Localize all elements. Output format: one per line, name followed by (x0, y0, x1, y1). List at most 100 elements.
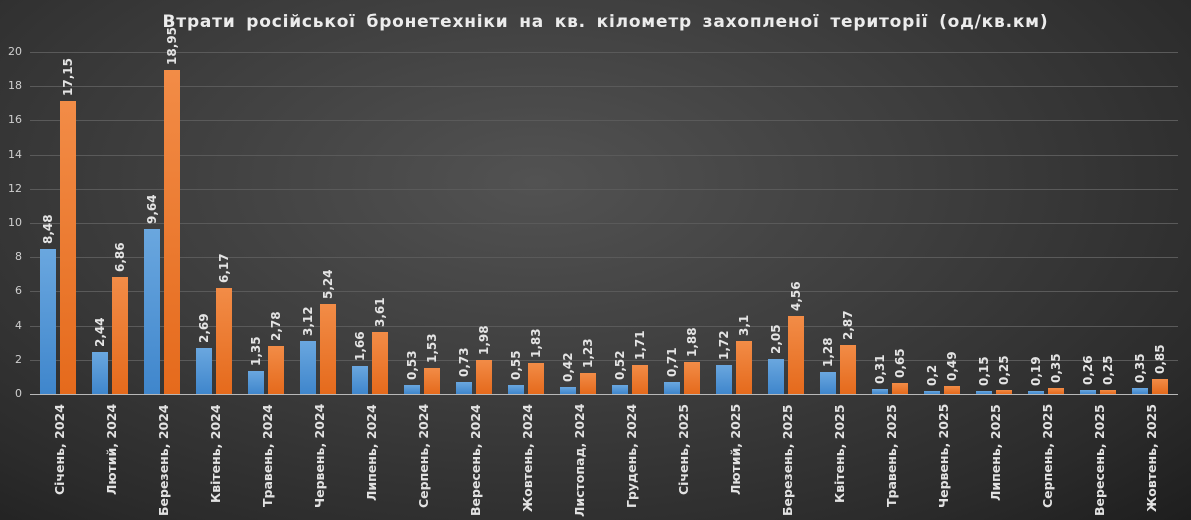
bar-blue (1132, 388, 1148, 394)
data-label: 0,65 (893, 348, 907, 378)
x-tick-label: Серпень, 2024 (416, 403, 431, 508)
bar-orange (268, 346, 284, 394)
bar-orange (684, 361, 700, 394)
gridline (30, 257, 1178, 259)
y-tick-label: 0 (15, 387, 22, 400)
data-label: 1,35 (249, 336, 263, 366)
x-tick-label: Лютий, 2024 (104, 403, 119, 495)
data-label: 2,87 (841, 310, 855, 340)
gridline (30, 120, 1178, 122)
bar-blue (1028, 390, 1044, 394)
bar-orange (944, 385, 960, 394)
data-label: 0,25 (997, 355, 1011, 385)
data-label: 6,86 (113, 242, 127, 272)
data-label: 1,66 (353, 331, 367, 361)
x-tick-label: Червень, 2024 (312, 403, 327, 508)
x-tick-label: Січень, 2024 (52, 404, 67, 495)
data-label: 0,35 (1049, 353, 1063, 383)
bar-blue (976, 391, 992, 394)
bar-orange (840, 344, 856, 394)
data-label: 3,61 (373, 297, 387, 328)
x-tick-label: Грудень, 2024 (624, 403, 639, 508)
x-tick-label: Травень, 2025 (884, 404, 899, 507)
bar-orange (892, 382, 908, 394)
y-tick-label: 4 (15, 318, 22, 332)
data-label: 0,85 (1153, 344, 1167, 375)
y-tick-label: 8 (15, 250, 22, 264)
x-tick-label: Серпень, 2025 (1040, 403, 1055, 508)
data-label: 8,48 (41, 214, 55, 244)
bar-orange (736, 340, 752, 394)
bar-blue (612, 385, 628, 394)
bar-orange (632, 364, 648, 394)
bar-blue (664, 381, 680, 394)
data-label: 2,78 (269, 311, 283, 342)
data-label: 1,71 (633, 330, 647, 360)
bar-blue (248, 370, 264, 394)
bar-blue (508, 384, 524, 394)
data-label: 1,28 (821, 337, 835, 368)
bar-orange (1100, 389, 1116, 394)
data-label: 1,88 (685, 327, 699, 357)
y-tick-label: 16 (8, 113, 22, 127)
x-tick-label: Квітень, 2024 (208, 404, 223, 503)
gridline (30, 86, 1178, 88)
data-label: 2,05 (769, 324, 783, 354)
gridline (30, 359, 1178, 361)
data-label: 1,23 (581, 338, 595, 368)
bar-orange (60, 100, 76, 394)
bar-orange (216, 288, 232, 394)
gridline (30, 154, 1178, 156)
x-axis-line (30, 394, 1178, 395)
x-tick-label: Вересень, 2025 (1092, 404, 1107, 516)
x-tick-label: Лютий, 2025 (728, 403, 743, 495)
data-label: 0,35 (1133, 353, 1147, 383)
data-label: 0,26 (1081, 354, 1095, 385)
y-tick-label: 20 (8, 45, 22, 58)
y-tick-label: 2 (15, 352, 22, 366)
bar-orange (164, 69, 180, 394)
bar-orange (996, 389, 1012, 394)
gridline (30, 223, 1178, 224)
bar-blue (1080, 389, 1096, 394)
bar-blue (196, 348, 212, 394)
bar-blue (716, 364, 732, 394)
data-label: 0,55 (509, 349, 523, 380)
y-tick-label: 18 (8, 79, 22, 93)
x-tick-label: Березень, 2025 (780, 404, 795, 516)
data-label: 0,2 (925, 364, 939, 386)
data-label: 0,49 (945, 351, 959, 381)
data-label: 17,15 (61, 57, 75, 96)
data-label: 0,31 (873, 354, 887, 384)
data-label: 0,73 (457, 346, 471, 377)
x-tick-label: Червень, 2025 (936, 403, 951, 508)
bar-blue (820, 372, 836, 394)
x-tick-label: Травень, 2024 (260, 404, 275, 507)
bar-blue (352, 365, 368, 394)
gridline (30, 325, 1178, 327)
data-label: 1,53 (425, 333, 439, 363)
bar-orange (372, 332, 388, 394)
bar-orange (476, 360, 492, 394)
gridline (30, 188, 1178, 190)
x-tick-label: Жовтень, 2024 (520, 404, 535, 512)
bar-blue (300, 340, 316, 394)
data-label: 0,19 (1029, 356, 1043, 386)
data-label: 0,25 (1101, 355, 1115, 385)
bar-blue (404, 384, 420, 394)
bar-orange (580, 372, 596, 394)
bar-blue (144, 229, 160, 394)
bar-orange (320, 304, 336, 394)
x-tick-label: Жовтень, 2025 (1144, 404, 1159, 512)
data-label: 5,24 (321, 269, 335, 300)
bar-orange (424, 367, 440, 394)
x-tick-label: Березень, 2024 (156, 404, 171, 516)
data-label: 9,64 (145, 194, 159, 225)
bar-orange (1152, 379, 1168, 394)
bar-orange (1048, 388, 1064, 394)
x-tick-label: Січень, 2025 (676, 404, 691, 495)
bar-blue (560, 386, 576, 394)
data-label: 2,44 (93, 317, 107, 348)
data-label: 0,53 (405, 350, 419, 380)
